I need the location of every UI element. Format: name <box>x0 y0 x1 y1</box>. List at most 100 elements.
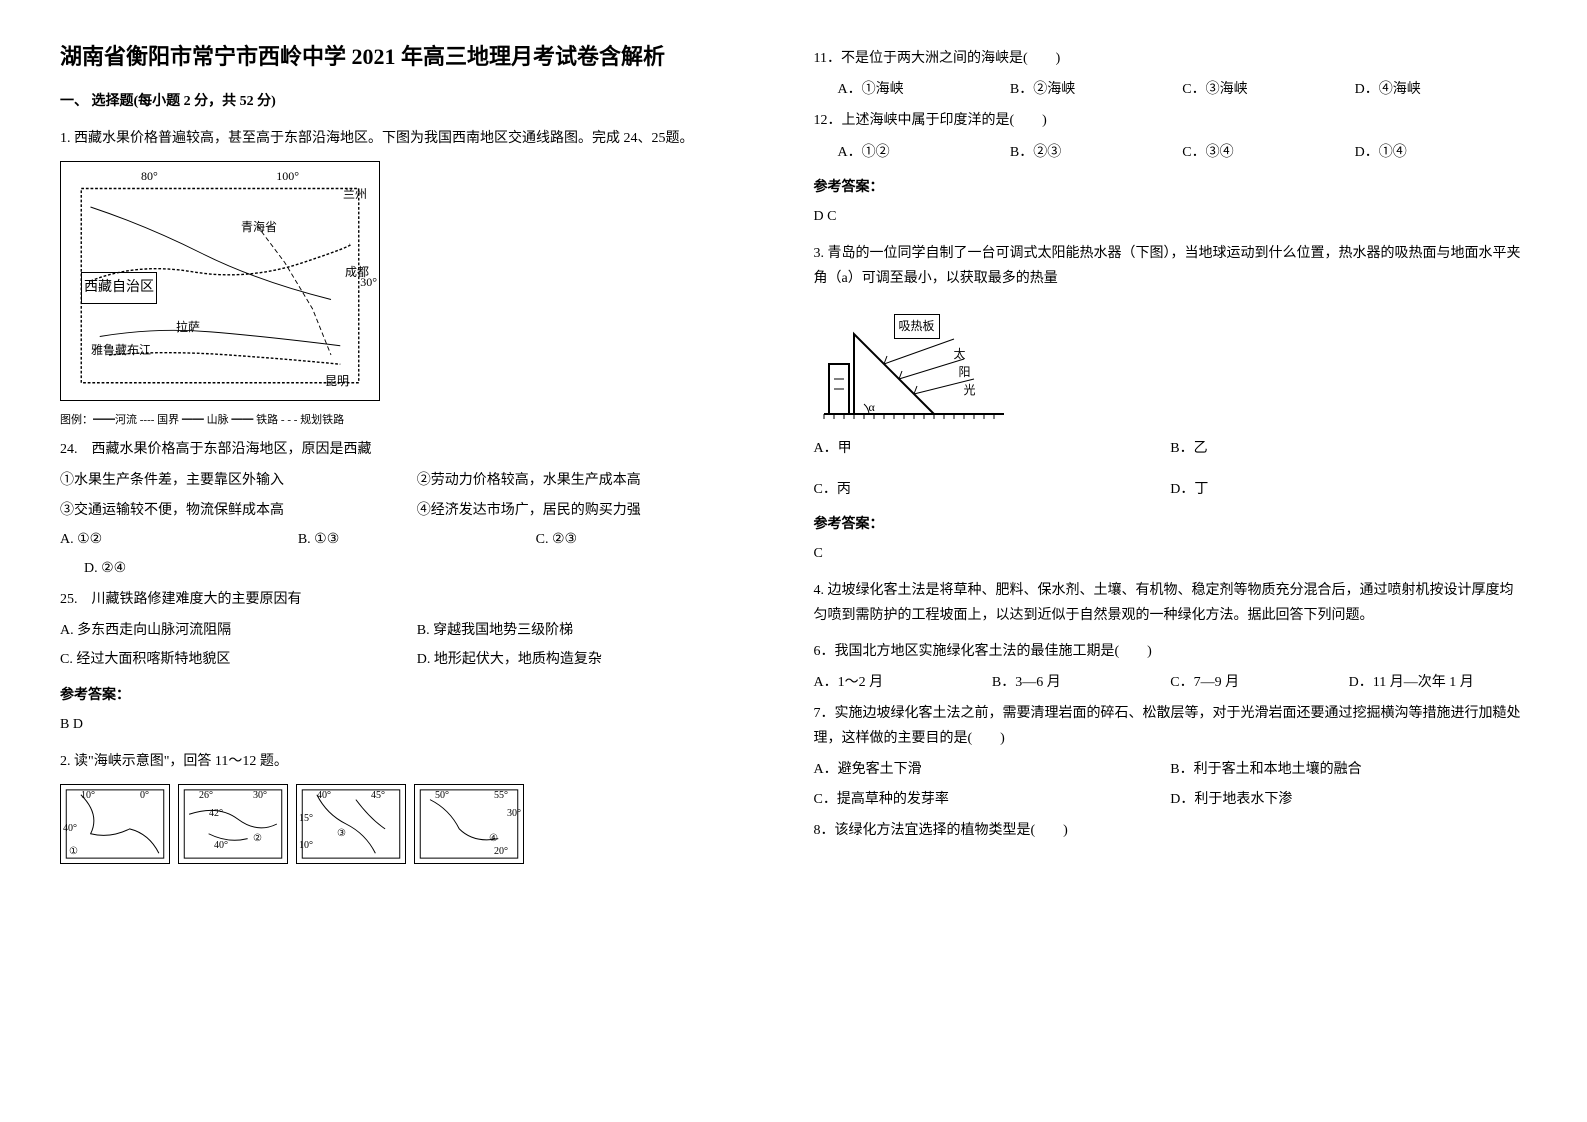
m3-c1: 40° <box>317 787 331 805</box>
q11-d: D．④海峡 <box>1355 77 1527 102</box>
strait-map-4: 50° 55° 30° 20° ④ <box>414 784 524 864</box>
q12-stem: 12．上述海峡中属于印度洋的是( ) <box>814 108 1528 133</box>
q11-a: A．①海峡 <box>838 77 1010 102</box>
m1-c3: 40° <box>63 820 77 838</box>
q24-opt3: ③交通运输较不便，物流保鲜成本高 <box>60 498 417 523</box>
q12-c: C．③④ <box>1182 140 1354 165</box>
q2-answer: D C <box>814 204 1528 229</box>
q7-d: D．利于地表水下渗 <box>1170 787 1527 812</box>
q1-answer-header: 参考答案： <box>60 683 774 708</box>
q7-a: A．避免客土下滑 <box>814 757 1171 782</box>
q3-answer-header: 参考答案： <box>814 512 1528 537</box>
map-coord-tl: 80° <box>141 166 158 188</box>
strait-map-3: 40° 45° 15° 10° ③ <box>296 784 406 864</box>
q24-b: B. ①③ <box>298 527 536 552</box>
map-coord-tr: 100° <box>276 166 299 188</box>
q6-d: D．11 月—次年 1 月 <box>1349 670 1527 695</box>
m3-c4: 10° <box>299 837 313 855</box>
map-region-qinghai: 青海省 <box>241 217 277 239</box>
map-city-lanzhou: 兰州 <box>343 184 367 206</box>
map-region-tibet: 西藏自治区 <box>81 272 157 303</box>
q6-stem: 6．我国北方地区实施绿化客土法的最佳施工期是( ) <box>814 639 1528 664</box>
m2-num: ② <box>253 830 262 848</box>
q7-c: C．提高草种的发芽率 <box>814 787 1171 812</box>
m2-c2: 30° <box>253 787 267 805</box>
q24-opt1: ①水果生产条件差，主要靠区外输入 <box>60 468 417 493</box>
q3-d: D．丁 <box>1170 477 1527 502</box>
map-city-kunming: 昆明 <box>325 371 349 393</box>
diagram-label-panel: 吸热板 <box>894 314 940 340</box>
q1-stem: 1. 西藏水果价格普遍较高，甚至高于东部沿海地区。下图为我国西南地区交通线路图。… <box>60 126 774 151</box>
q25-c: C. 经过大面积喀斯特地貌区 <box>60 647 417 672</box>
map-legend: 图例：━━河流 ---- 国界 ━━ 山脉 ━━ 铁路 - - - 规划铁路 <box>60 411 774 431</box>
q12-d: D．①④ <box>1355 140 1527 165</box>
strait-map-2: 26° 30° 42° 40° ② <box>178 784 288 864</box>
right-column: 11．不是位于两大洲之间的海峡是( ) A．①海峡 B．②海峡 C．③海峡 D．… <box>814 40 1528 874</box>
m2-c4: 40° <box>214 837 228 855</box>
page-title: 湖南省衡阳市常宁市西岭中学 2021 年高三地理月考试卷含解析 <box>60 40 774 73</box>
q3-diagram: 吸热板 太 阳 光 α <box>814 304 1014 424</box>
strait-maps-container: 10° 0° 40° ① 26° 30° 42° 40° ② 40° 45° <box>60 784 774 864</box>
map-river-yarlung: 雅鲁藏布江 <box>91 340 151 362</box>
q11-options: A．①海峡 B．②海峡 C．③海峡 D．④海峡 <box>814 77 1528 102</box>
q24-opt2: ②劳动力价格较高，水果生产成本高 <box>417 468 774 493</box>
q25-b: B. 穿越我国地势三级阶梯 <box>417 618 774 643</box>
m3-c2: 45° <box>371 787 385 805</box>
map-city-lhasa: 拉萨 <box>176 317 200 339</box>
q11-stem: 11．不是位于两大洲之间的海峡是( ) <box>814 46 1528 71</box>
q1-answer: B D <box>60 712 774 737</box>
q11-c: C．③海峡 <box>1182 77 1354 102</box>
q24-answers: A. ①② B. ①③ C. ②③ <box>60 527 774 552</box>
q6-a: A．1～2 月 <box>814 670 992 695</box>
q2-stem: 2. 读"海峡示意图"，回答 11～12 题。 <box>60 749 774 774</box>
q24-stem: 24. 西藏水果价格高于东部沿海地区，原因是西藏 <box>60 437 774 462</box>
q24-opt4: ④经济发达市场广，居民的购买力强 <box>417 498 774 523</box>
q3-stem: 3. 青岛的一位同学自制了一台可调式太阳能热水器（下图），当地球运动到什么位置，… <box>814 241 1528 291</box>
q6-options: A．1～2 月 B．3—6 月 C．7—9 月 D．11 月—次年 1 月 <box>814 670 1528 695</box>
q1-map-figure: 80° 100° 30° 西藏自治区 青海省 兰州 成都 昆明 拉萨 雅鲁藏布江 <box>60 161 380 401</box>
q25-row2: C. 经过大面积喀斯特地貌区 D. 地形起伏大，地质构造复杂 <box>60 647 774 672</box>
q6-b: B．3—6 月 <box>992 670 1170 695</box>
strait-map-1: 10° 0° 40° ① <box>60 784 170 864</box>
q7-row2: C．提高草种的发芽率 D．利于地表水下渗 <box>814 787 1528 812</box>
q24-opts-row2: ③交通运输较不便，物流保鲜成本高 ④经济发达市场广，居民的购买力强 <box>60 498 774 523</box>
q2-answer-header: 参考答案： <box>814 175 1528 200</box>
q12-a: A．①② <box>838 140 1010 165</box>
diagram-label-light: 光 <box>964 380 976 402</box>
left-column: 湖南省衡阳市常宁市西岭中学 2021 年高三地理月考试卷含解析 一、 选择题(每… <box>60 40 774 874</box>
q3-answer: C <box>814 541 1528 566</box>
q3-row1: A．甲 B．乙 <box>814 436 1528 461</box>
m1-c2: 0° <box>140 787 149 805</box>
m4-num: ④ <box>489 830 498 848</box>
q24-c: C. ②③ <box>536 527 774 552</box>
q3-b: B．乙 <box>1170 436 1527 461</box>
m1-num: ① <box>69 843 78 861</box>
q11-b: B．②海峡 <box>1010 77 1182 102</box>
m1-c1: 10° <box>81 787 95 805</box>
q24-a: A. ①② <box>60 527 298 552</box>
q3-row2: C．丙 D．丁 <box>814 477 1528 502</box>
q7-row1: A．避免客土下滑 B．利于客土和本地土壤的融合 <box>814 757 1528 782</box>
m4-c1: 50° <box>435 787 449 805</box>
q8-stem: 8．该绿化方法宜选择的植物类型是( ) <box>814 818 1528 843</box>
diagram-angle: α <box>869 397 875 419</box>
q12-b: B．②③ <box>1010 140 1182 165</box>
m3-num: ③ <box>337 825 346 843</box>
q3-c: C．丙 <box>814 477 1171 502</box>
q25-d: D. 地形起伏大，地质构造复杂 <box>417 647 774 672</box>
map-city-chengdu: 成都 <box>345 262 369 284</box>
m2-c3: 42° <box>209 805 223 823</box>
q12-options: A．①② B．②③ C．③④ D．①④ <box>814 140 1528 165</box>
q7-stem: 7．实施边坡绿化客土法之前，需要清理岩面的碎石、松散层等，对于光滑岩面还要通过挖… <box>814 701 1528 751</box>
section-1-header: 一、 选择题(每小题 2 分，共 52 分) <box>60 89 774 114</box>
m4-c2: 55° <box>494 787 508 805</box>
q4-stem: 4. 边坡绿化客土法是将草种、肥料、保水剂、土壤、有机物、稳定剂等物质充分混合后… <box>814 578 1528 628</box>
q25-stem: 25. 川藏铁路修建难度大的主要原因有 <box>60 587 774 612</box>
q7-b: B．利于客土和本地土壤的融合 <box>1170 757 1527 782</box>
m2-c1: 26° <box>199 787 213 805</box>
m3-c3: 15° <box>299 810 313 828</box>
q6-c: C．7—9 月 <box>1170 670 1348 695</box>
q24-opts-row1: ①水果生产条件差，主要靠区外输入 ②劳动力价格较高，水果生产成本高 <box>60 468 774 493</box>
q24-d: D. ②④ <box>60 556 774 581</box>
m4-c3: 30° <box>507 805 521 823</box>
